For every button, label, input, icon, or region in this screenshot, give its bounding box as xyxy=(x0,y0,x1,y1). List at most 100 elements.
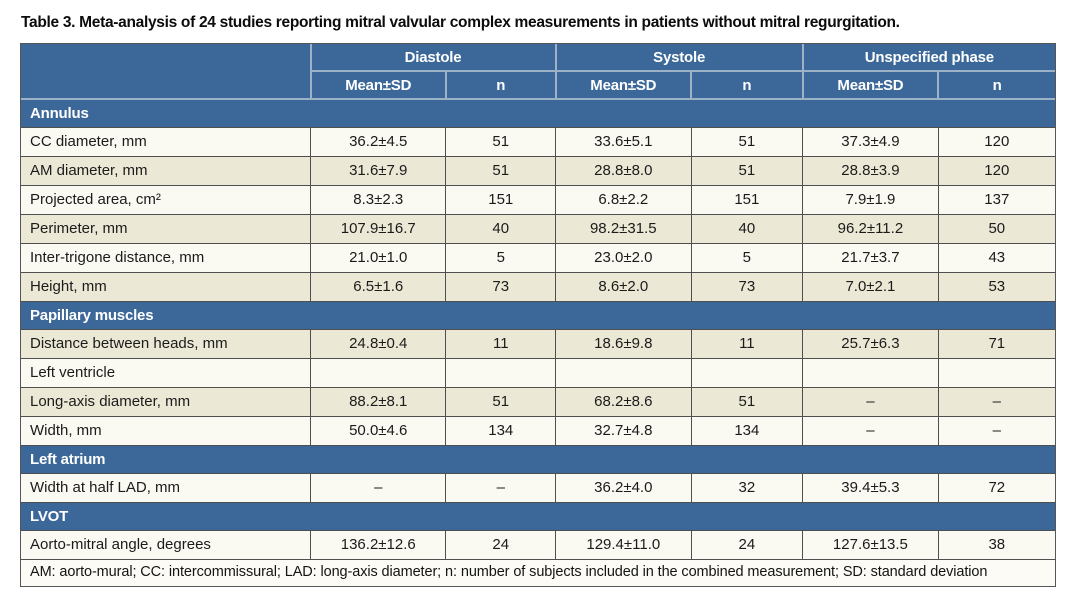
mean-sd-cell: 39.4±5.3 xyxy=(802,472,939,503)
n-cell: 51 xyxy=(690,126,804,157)
mean-sd-cell: 8.3±2.3 xyxy=(310,184,447,215)
mean-sd-cell xyxy=(310,357,447,388)
column-group-systole: Systole xyxy=(554,44,804,72)
table-row: Distance between heads, mm 24.8±0.4 11 18.6… xyxy=(21,328,1055,359)
n-cell: 40 xyxy=(445,213,557,244)
parameter-cell: Left ventricle xyxy=(21,357,312,388)
table-row: AM diameter, mm 31.6±7.9 51 28.8±8.0 51 28.8±… xyxy=(21,155,1055,186)
section-header-row: Papillary muscles xyxy=(21,300,1055,330)
table-row: CC diameter, mm 36.2±4.5 51 33.6±5.1 51 37.3±… xyxy=(21,126,1055,157)
table-row: Perimeter, mm 107.9±16.7 40 98.2±31.5 40 96.2… xyxy=(21,213,1055,244)
parameter-cell: AM diameter, mm xyxy=(21,155,312,186)
mean-sd-cell: 28.8±8.0 xyxy=(555,155,692,186)
n-cell: 32 xyxy=(690,472,804,503)
parameter-cell: Projected area, cm² xyxy=(21,184,312,215)
parameter-cell: Inter-trigone distance, mm xyxy=(21,242,312,273)
n-cell: 51 xyxy=(445,386,557,417)
mean-sd-cell: 25.7±6.3 xyxy=(802,328,939,359)
section-label: Papillary muscles xyxy=(21,300,1055,330)
n-cell xyxy=(690,357,804,388)
corner-cell xyxy=(21,44,312,100)
n-cell: 134 xyxy=(445,415,557,446)
parameter-cell: Perimeter, mm xyxy=(21,213,312,244)
n-cell: 11 xyxy=(445,328,557,359)
n-cell xyxy=(937,357,1055,388)
mean-sd-cell: 21.7±3.7 xyxy=(802,242,939,273)
section-label: LVOT xyxy=(21,501,1055,531)
n-cell: 53 xyxy=(937,271,1055,302)
mean-sd-cell: 88.2±8.1 xyxy=(310,386,447,417)
header-mean-sd-systole: Mean±SD xyxy=(554,70,693,100)
mean-sd-cell xyxy=(555,357,692,388)
mean-sd-cell: 6.5±1.6 xyxy=(310,271,447,302)
mean-sd-cell: 32.7±4.8 xyxy=(555,415,692,446)
n-cell: 151 xyxy=(445,184,557,215)
mean-sd-cell: 33.6±5.1 xyxy=(555,126,692,157)
n-cell: – xyxy=(937,415,1055,446)
table-row: Projected area, cm² 8.3±2.3 151 6.8±2.2 151 7… xyxy=(21,184,1055,215)
mean-sd-cell: 98.2±31.5 xyxy=(555,213,692,244)
n-cell: 120 xyxy=(937,126,1055,157)
n-cell: 5 xyxy=(445,242,557,273)
header-mean-sd-unspecified: Mean±SD xyxy=(801,70,940,100)
parameter-cell: Aorto-mitral angle, degrees xyxy=(21,529,312,560)
mean-sd-cell: – xyxy=(802,386,939,417)
mean-sd-cell: 6.8±2.2 xyxy=(555,184,692,215)
n-cell: 50 xyxy=(937,213,1055,244)
table-row: Width, mm 50.0±4.6 134 32.7±4.8 134– – xyxy=(21,415,1055,446)
header-n-unspecified: n xyxy=(937,70,1055,100)
table-row: Long-axis diameter, mm 88.2±8.1 51 68.2±8.6… xyxy=(21,386,1055,417)
section-header-row: Annulus xyxy=(21,98,1055,128)
n-cell: 73 xyxy=(445,271,557,302)
table-row: Height, mm 6.5±1.6 73 8.6±2.0 73 7.0±2.1 53 xyxy=(21,271,1055,302)
header-mean-sd-diastole: Mean±SD xyxy=(310,70,447,100)
mean-sd-cell: 50.0±4.6 xyxy=(310,415,447,446)
mean-sd-cell xyxy=(802,357,939,388)
n-cell: 51 xyxy=(445,126,557,157)
table-title: Table 3. Meta-analysis of 24 studies rep… xyxy=(21,14,900,31)
n-cell: 51 xyxy=(690,155,804,186)
parameter-cell: CC diameter, mm xyxy=(21,126,312,157)
mean-sd-cell: 24.8±0.4 xyxy=(310,328,447,359)
table-row: Left ventricle xyxy=(21,357,1055,388)
section-label: Left atrium xyxy=(21,444,1055,474)
mean-sd-cell: 36.2±4.0 xyxy=(555,472,692,503)
table-row: Inter-trigone distance, mm 21.0±1.0 5 23.0±… xyxy=(21,242,1055,273)
parameter-cell: Width at half LAD, mm xyxy=(21,472,312,503)
n-cell: 51 xyxy=(445,155,557,186)
n-cell: 11 xyxy=(690,328,804,359)
mean-sd-cell: 28.8±3.9 xyxy=(802,155,939,186)
mean-sd-cell: – xyxy=(310,472,447,503)
mean-sd-cell: 7.0±2.1 xyxy=(802,271,939,302)
mean-sd-cell: 136.2±12.6 xyxy=(310,529,447,560)
n-cell: 51 xyxy=(690,386,804,417)
n-cell: 137 xyxy=(937,184,1055,215)
mean-sd-cell: 107.9±16.7 xyxy=(310,213,447,244)
mean-sd-cell: 37.3±4.9 xyxy=(802,126,939,157)
sub-header-row: Mean±SD n Mean±SD n Mean±SD n xyxy=(21,70,1055,100)
mean-sd-cell: 18.6±9.8 xyxy=(555,328,692,359)
footnote-row: AM: aorto-mural; CC: intercommissural; L… xyxy=(21,558,1055,586)
header-n-diastole: n xyxy=(444,70,557,100)
n-cell: 24 xyxy=(690,529,804,560)
n-cell: 120 xyxy=(937,155,1055,186)
mean-sd-cell: 129.4±11.0 xyxy=(555,529,692,560)
mean-sd-cell: 21.0±1.0 xyxy=(310,242,447,273)
parameter-cell: Width, mm xyxy=(21,415,312,446)
header-n-systole: n xyxy=(690,70,804,100)
column-group-unspecified: Unspecified phase xyxy=(801,44,1055,72)
n-cell: – xyxy=(937,386,1055,417)
n-cell: 151 xyxy=(690,184,804,215)
table-body: Annulus CC diameter, mm 36.2±4.5 51 33.6±5.1… xyxy=(21,98,1055,560)
parameter-cell: Long-axis diameter, mm xyxy=(21,386,312,417)
table-row: Width at half LAD, mm – –36.2±4.0 32 39.4±5.… xyxy=(21,472,1055,503)
mean-sd-cell: 127.6±13.5 xyxy=(802,529,939,560)
mean-sd-cell: 7.9±1.9 xyxy=(802,184,939,215)
parameter-cell: Distance between heads, mm xyxy=(21,328,312,359)
n-cell: 71 xyxy=(937,328,1055,359)
mean-sd-cell: 68.2±8.6 xyxy=(555,386,692,417)
n-cell: 24 xyxy=(445,529,557,560)
table-container: Diastole Systole Unspecified phase Mean±… xyxy=(20,43,1056,587)
n-cell: 43 xyxy=(937,242,1055,273)
